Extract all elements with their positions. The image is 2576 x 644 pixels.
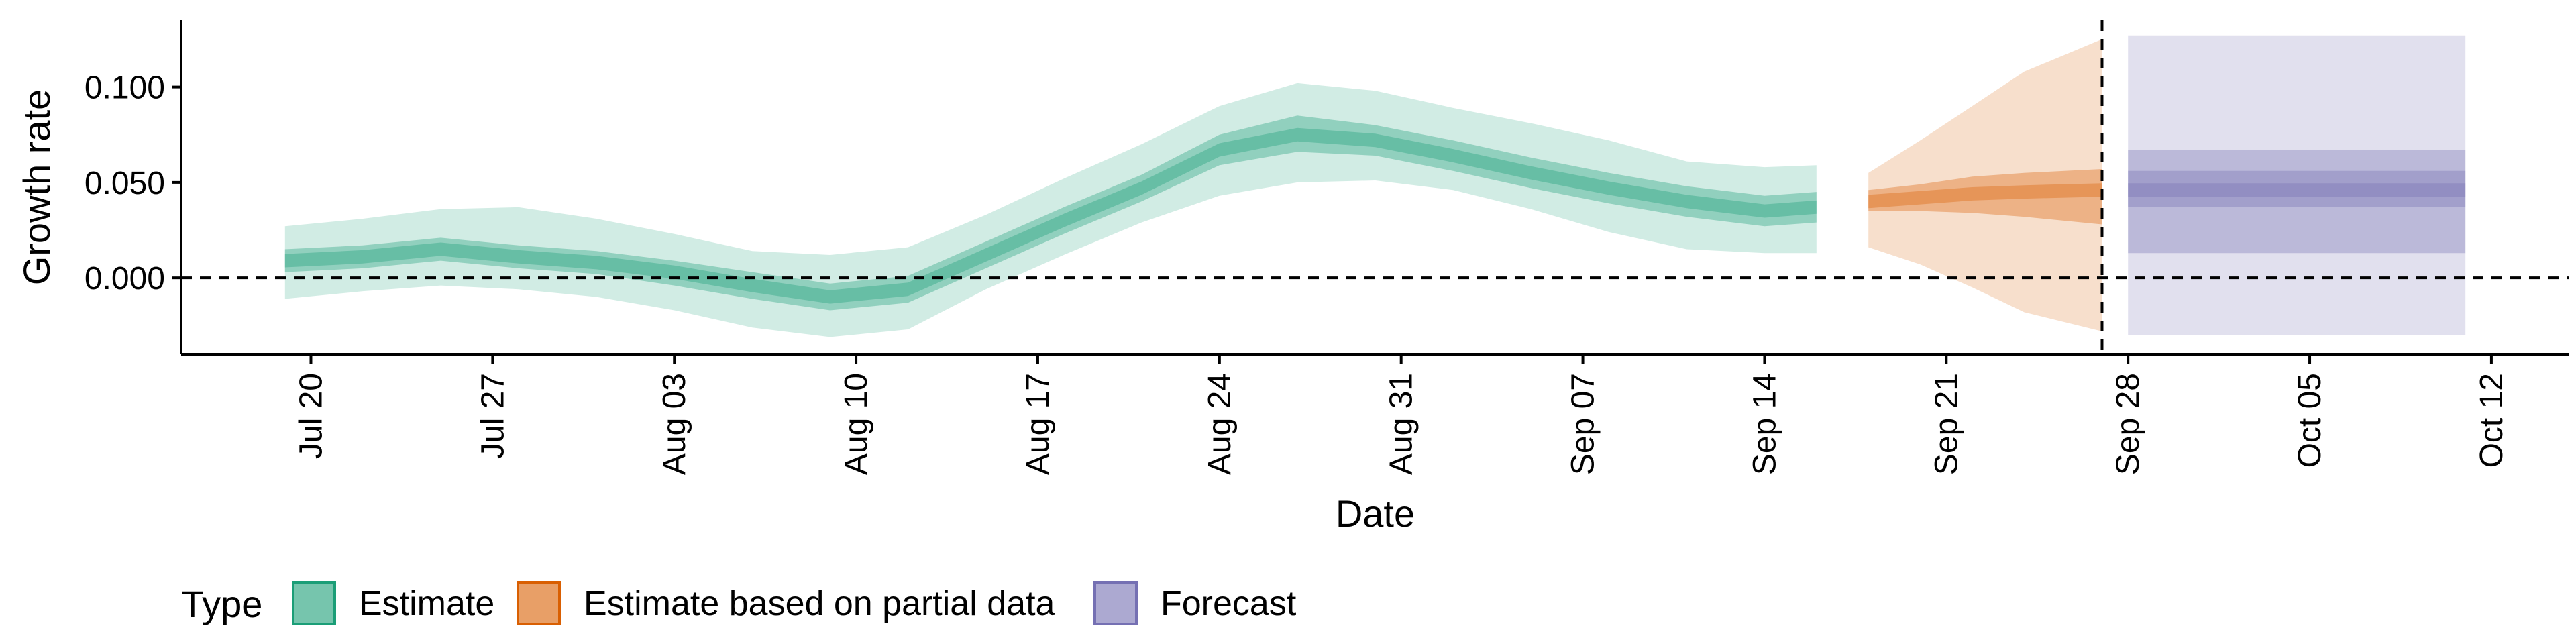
x-tick-label: Aug 31 [1384, 373, 1419, 475]
x-tick-label: Sep 07 [1566, 373, 1601, 475]
x-tick-label: Oct 05 [2292, 373, 2328, 468]
y-tick-label: 0.050 [85, 166, 165, 201]
legend-swatch-partial [517, 581, 561, 625]
legend-label-estimate: Estimate [359, 584, 494, 623]
x-tick-label: Aug 03 [657, 373, 692, 475]
x-tick-label: Oct 12 [2474, 373, 2510, 468]
x-tick-label: Sep 28 [2110, 373, 2146, 475]
estimate-based-on-partial-data-band-0 [1868, 39, 2102, 331]
bands-layer [284, 35, 2466, 337]
x-tick-label: Aug 17 [1020, 373, 1056, 475]
x-tick-label: Sep 21 [1929, 373, 1964, 475]
forecast-band-2 [2128, 170, 2466, 207]
estimate-based-on-partial-data-band-1 [1868, 169, 2102, 225]
x-tick-label: Jul 20 [293, 373, 329, 459]
axes-layer: 0.000 0.050 0.100 Jul 20 Jul 27 Aug 03 Aug 10 A… [85, 20, 2569, 475]
estimate-band-1 [284, 115, 1817, 311]
estimate-band-0 [284, 83, 1817, 337]
legend: Type Estimate Estimate based on partial … [181, 581, 1297, 625]
legend-swatch-estimate [292, 581, 336, 625]
legend-swatch-forecast [1093, 581, 1138, 625]
estimate-based-on-partial-data-median-ribbon [1868, 183, 2102, 209]
legend-title: Type [181, 583, 262, 625]
forecast-band-1 [2128, 150, 2466, 254]
x-axis-title: Date [1336, 492, 1415, 535]
forecast-band-0 [2128, 35, 2466, 335]
forecast-median-ribbon [2128, 183, 2466, 197]
x-tick-label: Aug 10 [839, 373, 874, 475]
x-tick-label: Aug 24 [1202, 373, 1238, 475]
y-tick-label: 0.000 [85, 261, 165, 297]
x-tick-label: Jul 27 [475, 373, 511, 459]
legend-label-forecast: Forecast [1161, 584, 1297, 623]
y-tick-label: 0.100 [85, 70, 165, 106]
y-axis-title: Growth rate [15, 89, 58, 286]
legend-label-partial: Estimate based on partial data [584, 584, 1055, 623]
x-tick-label: Sep 14 [1747, 373, 1782, 475]
